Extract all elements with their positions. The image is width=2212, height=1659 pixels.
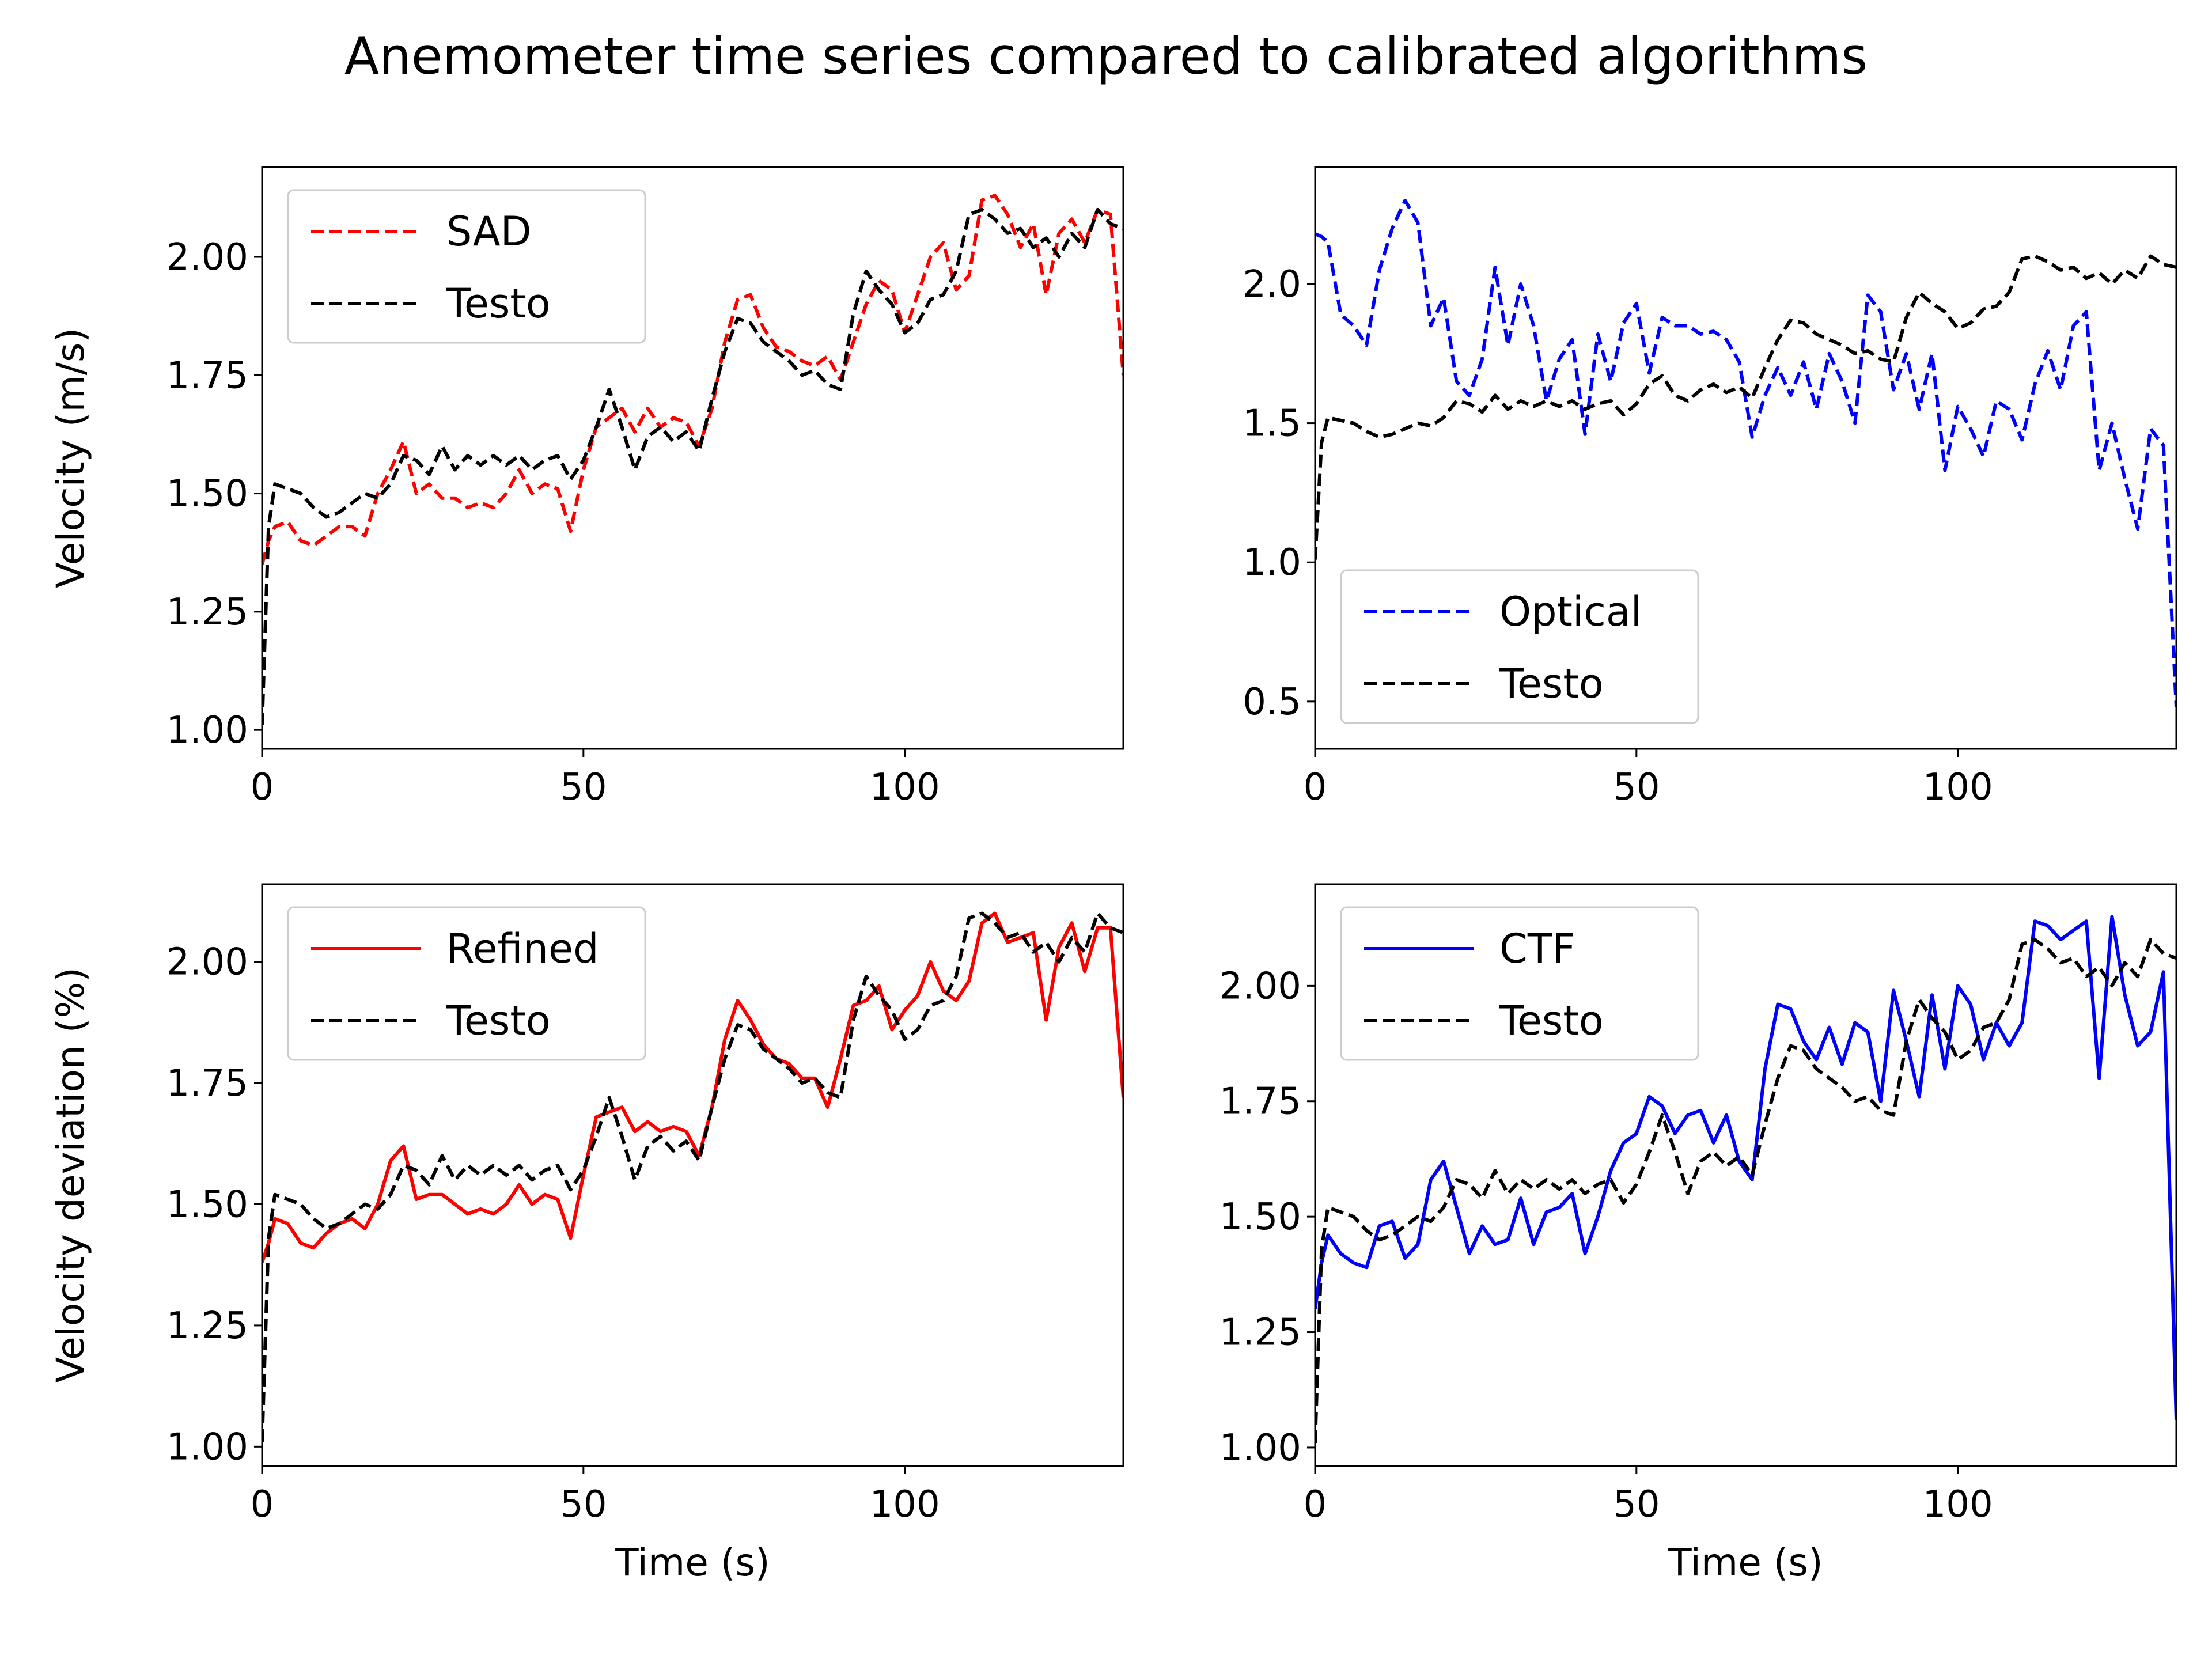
y-tick-label: 1.75 xyxy=(1219,1081,1302,1123)
x-tick-label: 50 xyxy=(560,766,607,809)
legend-label-testo: Testo xyxy=(446,997,551,1044)
legend: Refined Testo xyxy=(287,906,646,1061)
axes-frame xyxy=(1314,166,2177,750)
y-tick-label: 1.25 xyxy=(166,1305,249,1347)
legend-label-testo: Testo xyxy=(446,280,551,327)
y-tick-label: 1.25 xyxy=(166,591,249,634)
subplot-top-right: 0 50 100 0.5 1.0 1.5 2.0 Optical Testo xyxy=(1243,166,2177,809)
x-tick-label: 0 xyxy=(1304,766,1327,809)
x-axis-label: Time (s) xyxy=(615,1540,770,1585)
y-axis-label: Velocity deviation (%) xyxy=(48,967,93,1383)
y-tick-label: 0.5 xyxy=(1243,681,1301,724)
y-tick-label: 2.0 xyxy=(1243,263,1301,306)
y-axis-label: Velocity (m/s) xyxy=(48,328,93,588)
axes-frame xyxy=(261,166,1124,750)
series-line-testo xyxy=(262,911,1123,1442)
y-tick-label: 1.00 xyxy=(1219,1427,1302,1469)
x-tick-label: 0 xyxy=(251,1483,274,1526)
legend-label-testo: Testo xyxy=(1499,660,1604,707)
series-line-testo xyxy=(262,207,1123,725)
axes-frame xyxy=(261,883,1124,1467)
y-tick-label: 1.5 xyxy=(1243,403,1301,445)
series-line-sad xyxy=(262,194,1123,565)
y-tick-label: 1.00 xyxy=(166,1426,249,1468)
legend-label-testo: Testo xyxy=(1499,997,1604,1044)
x-tick-label: 100 xyxy=(1923,1483,1993,1526)
subplot-top-left: 0 50 100 1.00 1.25 1.50 1.75 2.00 Velocity (m/s)… xyxy=(48,166,1124,809)
x-tick-label: 0 xyxy=(251,766,274,809)
legend: Optical Testo xyxy=(1340,569,1699,724)
y-tick-label: 2.00 xyxy=(166,236,249,279)
legend-label-refined: Refined xyxy=(446,925,599,972)
legend-label-optical: Optical xyxy=(1499,588,1642,635)
x-axis-label: Time (s) xyxy=(1668,1540,1823,1585)
series-line-ctf xyxy=(1315,915,2176,1420)
x-tick-label: 100 xyxy=(870,1483,940,1526)
subplot-bottom-right: 0 50 100 1.00 1.25 1.50 1.75 2.00 Time (s) CTF Tes… xyxy=(1219,883,2177,1585)
y-tick-label: 1.75 xyxy=(166,354,249,397)
x-tick-label: 100 xyxy=(1923,766,1993,809)
legend-label-ctf: CTF xyxy=(1499,925,1575,972)
figure-title: Anemometer time series compared to calib… xyxy=(344,26,1868,86)
x-tick-label: 50 xyxy=(1613,1483,1660,1526)
y-tick-label: 1.00 xyxy=(166,709,249,752)
legend-label-sad: SAD xyxy=(446,208,532,255)
y-tick-label: 2.00 xyxy=(1219,965,1302,1007)
y-tick-label: 1.75 xyxy=(166,1062,249,1105)
y-tick-label: 1.50 xyxy=(166,473,249,516)
x-tick-label: 50 xyxy=(1613,766,1660,809)
subplot-bottom-left: 0 50 100 1.00 1.25 1.50 1.75 2.00 Time (s) Veloci… xyxy=(48,883,1124,1585)
y-tick-label: 1.50 xyxy=(1219,1196,1302,1238)
x-tick-label: 100 xyxy=(870,766,940,809)
legend: CTF Testo xyxy=(1340,906,1699,1061)
legend: SAD Testo xyxy=(287,189,646,344)
series-line-optical xyxy=(1315,199,2176,707)
axes-frame xyxy=(1314,883,2177,1467)
y-tick-label: 1.25 xyxy=(1219,1312,1302,1354)
x-tick-label: 50 xyxy=(560,1483,607,1526)
y-tick-label: 2.00 xyxy=(166,941,249,984)
y-tick-label: 1.50 xyxy=(166,1184,249,1226)
y-tick-label: 1.0 xyxy=(1243,541,1301,584)
x-tick-label: 0 xyxy=(1304,1483,1327,1526)
series-line-refined xyxy=(262,911,1123,1263)
